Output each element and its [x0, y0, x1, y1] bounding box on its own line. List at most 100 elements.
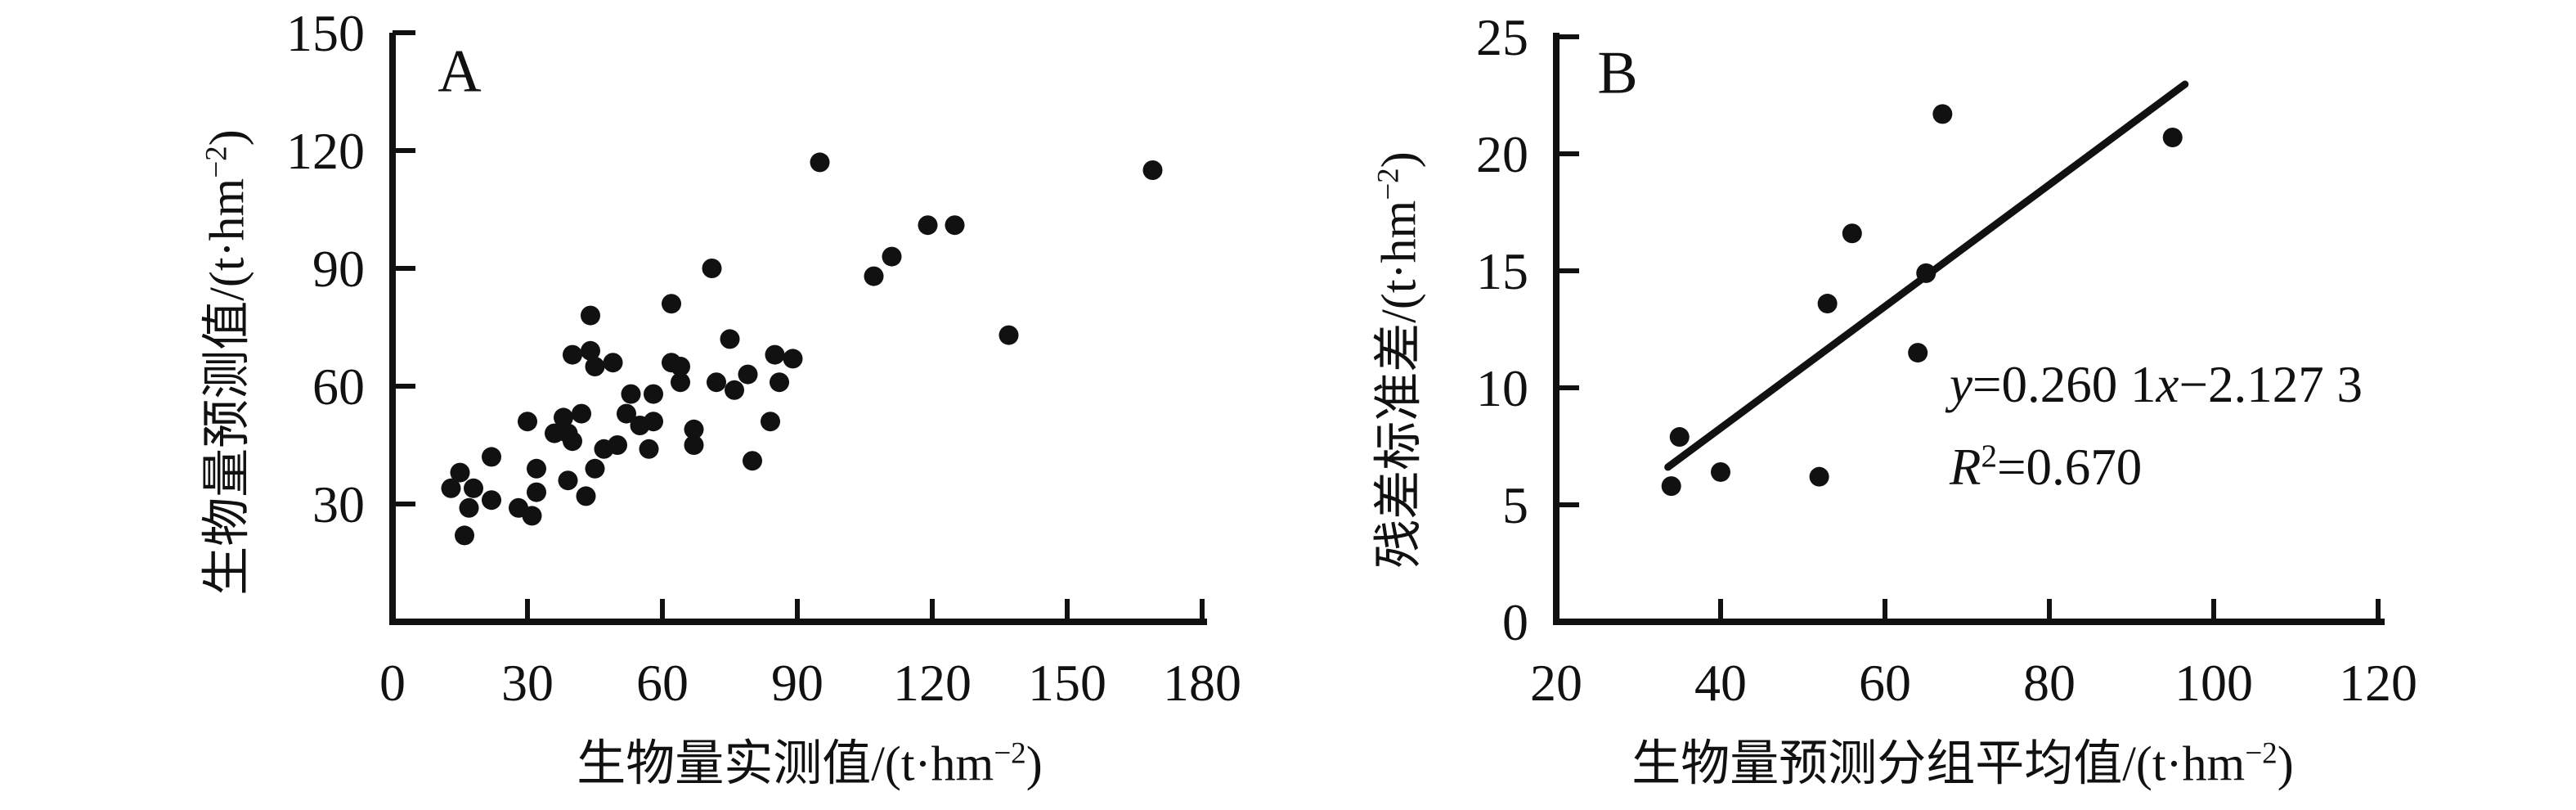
- y-tick-label: 30: [312, 475, 365, 533]
- r-exponent: 2: [1981, 438, 1998, 474]
- x-tick-label: 120: [893, 654, 972, 712]
- panel-a-y-axis-unit-exponent: −2: [200, 146, 234, 178]
- data-point: [783, 349, 803, 369]
- y-tick-label: 90: [312, 240, 365, 298]
- data-point: [1809, 466, 1829, 487]
- panel-b-y-axis-unit-exponent: −2: [1371, 168, 1406, 200]
- data-point: [644, 412, 663, 432]
- data-point: [572, 403, 591, 424]
- equation-x-var: x: [2156, 356, 2179, 413]
- data-point: [558, 470, 578, 491]
- panel-a-x-axis-unit: /(t·hm: [871, 736, 994, 791]
- panel-b-x-axis-unit-close: ): [2277, 736, 2294, 791]
- data-point: [864, 266, 884, 286]
- panel-a: 0 30 60 90 120 150 180 30 60 90 120 150: [286, 4, 1241, 712]
- data-point: [945, 215, 965, 236]
- y-tick-label: 5: [1502, 476, 1528, 534]
- panel-b-y-axis-unit-close: ): [1371, 151, 1426, 169]
- data-point: [644, 384, 663, 404]
- r-squared-tail: =0.670: [1997, 438, 2143, 496]
- data-point: [738, 364, 758, 385]
- panel-a-letter: A: [438, 38, 482, 106]
- data-point: [459, 497, 479, 518]
- data-point: [671, 357, 690, 376]
- y-tick-label: 15: [1476, 242, 1528, 300]
- data-point: [720, 329, 740, 349]
- data-point: [2162, 127, 2183, 147]
- r-var: R: [1950, 438, 1981, 496]
- equation-mid: =0.260 1: [1972, 356, 2156, 413]
- x-tick-label: 90: [771, 654, 824, 712]
- data-point: [882, 246, 902, 267]
- data-point: [1661, 476, 1681, 497]
- data-point: [482, 490, 501, 511]
- regression-equation: y=0.260 1x−2.127 3: [1950, 344, 2363, 426]
- data-point: [455, 525, 474, 546]
- panel-b-y-axis-label-text: 残差标准差: [1371, 322, 1426, 569]
- x-tick-label: 100: [2174, 654, 2253, 712]
- y-tick-label: 10: [1476, 359, 1528, 417]
- data-point: [999, 325, 1019, 345]
- data-point: [725, 380, 744, 400]
- data-point: [518, 412, 537, 432]
- panel-b: 20 40 60 80 100 120 0 5 10 15 20 25: [1476, 8, 2417, 712]
- data-point: [707, 372, 726, 393]
- x-tick-label: 80: [2023, 654, 2076, 712]
- data-point: [1142, 160, 1163, 180]
- x-tick-label: 40: [1694, 654, 1747, 712]
- y-tick-label: 0: [1502, 593, 1528, 651]
- x-tick-label: 20: [1530, 654, 1582, 712]
- y-tick-label: 150: [286, 4, 365, 62]
- x-tick-label: 120: [2339, 654, 2417, 712]
- x-tick-label: 60: [636, 654, 689, 712]
- data-point: [1842, 223, 1862, 244]
- panel-a-y-axis-label-text: 生物量预测值: [200, 300, 254, 596]
- data-point: [1932, 104, 1953, 124]
- data-point: [464, 478, 483, 498]
- data-point: [1669, 427, 1690, 448]
- x-tick-label: 150: [1028, 654, 1106, 712]
- panel-a-x-axis-label-text: 生物量实测值: [577, 736, 872, 791]
- panel-b-x-axis-unit-exponent: −2: [2245, 736, 2278, 771]
- data-point: [918, 215, 938, 236]
- data-point: [1817, 294, 1838, 314]
- panel-a-y-axis-label: 生物量预测值/(t·hm−2): [187, 129, 258, 596]
- data-point: [662, 294, 681, 314]
- x-tick-label: 0: [379, 654, 406, 712]
- data-point: [563, 344, 582, 365]
- y-tick-label: 25: [1476, 8, 1528, 66]
- data-point: [617, 403, 636, 424]
- panel-b-y-axis-label: 残差标准差/(t·hm−2): [1359, 151, 1430, 569]
- data-point: [581, 305, 600, 326]
- data-point: [450, 462, 470, 483]
- data-point: [684, 435, 704, 455]
- data-point: [585, 357, 605, 376]
- equation-tail: −2.127 3: [2179, 356, 2363, 413]
- panel-a-y-axis-unit: /(t·hm: [200, 178, 254, 301]
- data-point: [482, 447, 501, 467]
- equation-y-var: y: [1950, 356, 1972, 413]
- data-point: [770, 372, 789, 393]
- panel-b-y-axis-unit: /(t·hm: [1371, 200, 1426, 323]
- data-point: [639, 439, 659, 459]
- data-point: [527, 482, 546, 502]
- data-point: [585, 458, 605, 479]
- data-point: [761, 412, 780, 432]
- data-point: [621, 384, 641, 404]
- r-squared-value: R2=0.670: [1950, 426, 2363, 509]
- data-point: [563, 431, 582, 452]
- data-point: [527, 458, 546, 479]
- y-tick-label: 20: [1476, 125, 1528, 183]
- x-tick-label: 180: [1163, 654, 1241, 712]
- data-point: [576, 486, 596, 506]
- panel-b-x-axis-label-text: 生物量预测分组平均值: [1631, 736, 2123, 791]
- data-point: [765, 344, 785, 365]
- data-point: [1916, 263, 1936, 283]
- panel-b-x-axis-unit: /(t·hm: [2122, 736, 2246, 791]
- y-tick-label: 60: [312, 358, 365, 416]
- panel-a-y-axis-unit-close: ): [200, 129, 254, 146]
- x-tick-label: 60: [1859, 654, 1911, 712]
- data-point: [581, 340, 600, 361]
